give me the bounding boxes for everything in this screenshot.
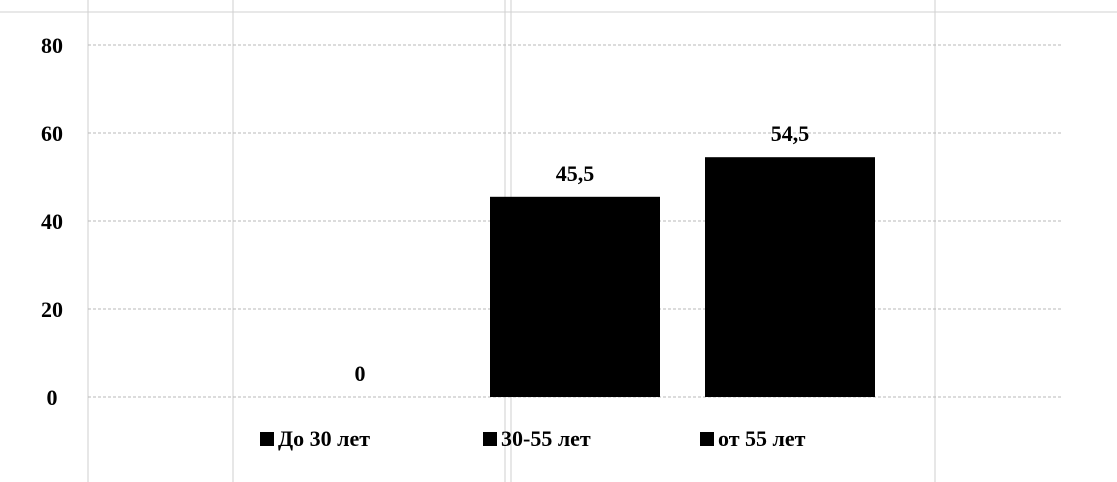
bar: [490, 196, 660, 397]
legend-label: 30-55 лет: [501, 426, 591, 451]
y-tick-label: 0: [47, 385, 58, 410]
legend-swatch: [260, 432, 274, 446]
y-tick-label: 60: [41, 121, 63, 146]
legend-item: До 30 лет: [260, 426, 370, 451]
y-tick-label: 20: [41, 297, 63, 322]
legend-label: До 30 лет: [278, 426, 370, 451]
data-labels: 0 45,5 54,5: [355, 121, 810, 386]
legend-label: от 55 лет: [718, 426, 806, 451]
legend-item: от 55 лет: [700, 426, 806, 451]
bars: [490, 157, 875, 397]
y-tick-label: 40: [41, 209, 63, 234]
legend-swatch: [700, 432, 714, 446]
data-label: 54,5: [771, 121, 810, 146]
legend-item: 30-55 лет: [483, 426, 591, 451]
legend-swatch: [483, 432, 497, 446]
data-label: 45,5: [556, 161, 595, 186]
data-label: 0: [355, 361, 366, 386]
legend: До 30 лет 30-55 лет от 55 лет: [260, 426, 806, 451]
bar: [705, 157, 875, 397]
y-tick-label: 80: [41, 33, 63, 58]
y-axis-ticks: 0 20 40 60 80: [41, 33, 63, 410]
